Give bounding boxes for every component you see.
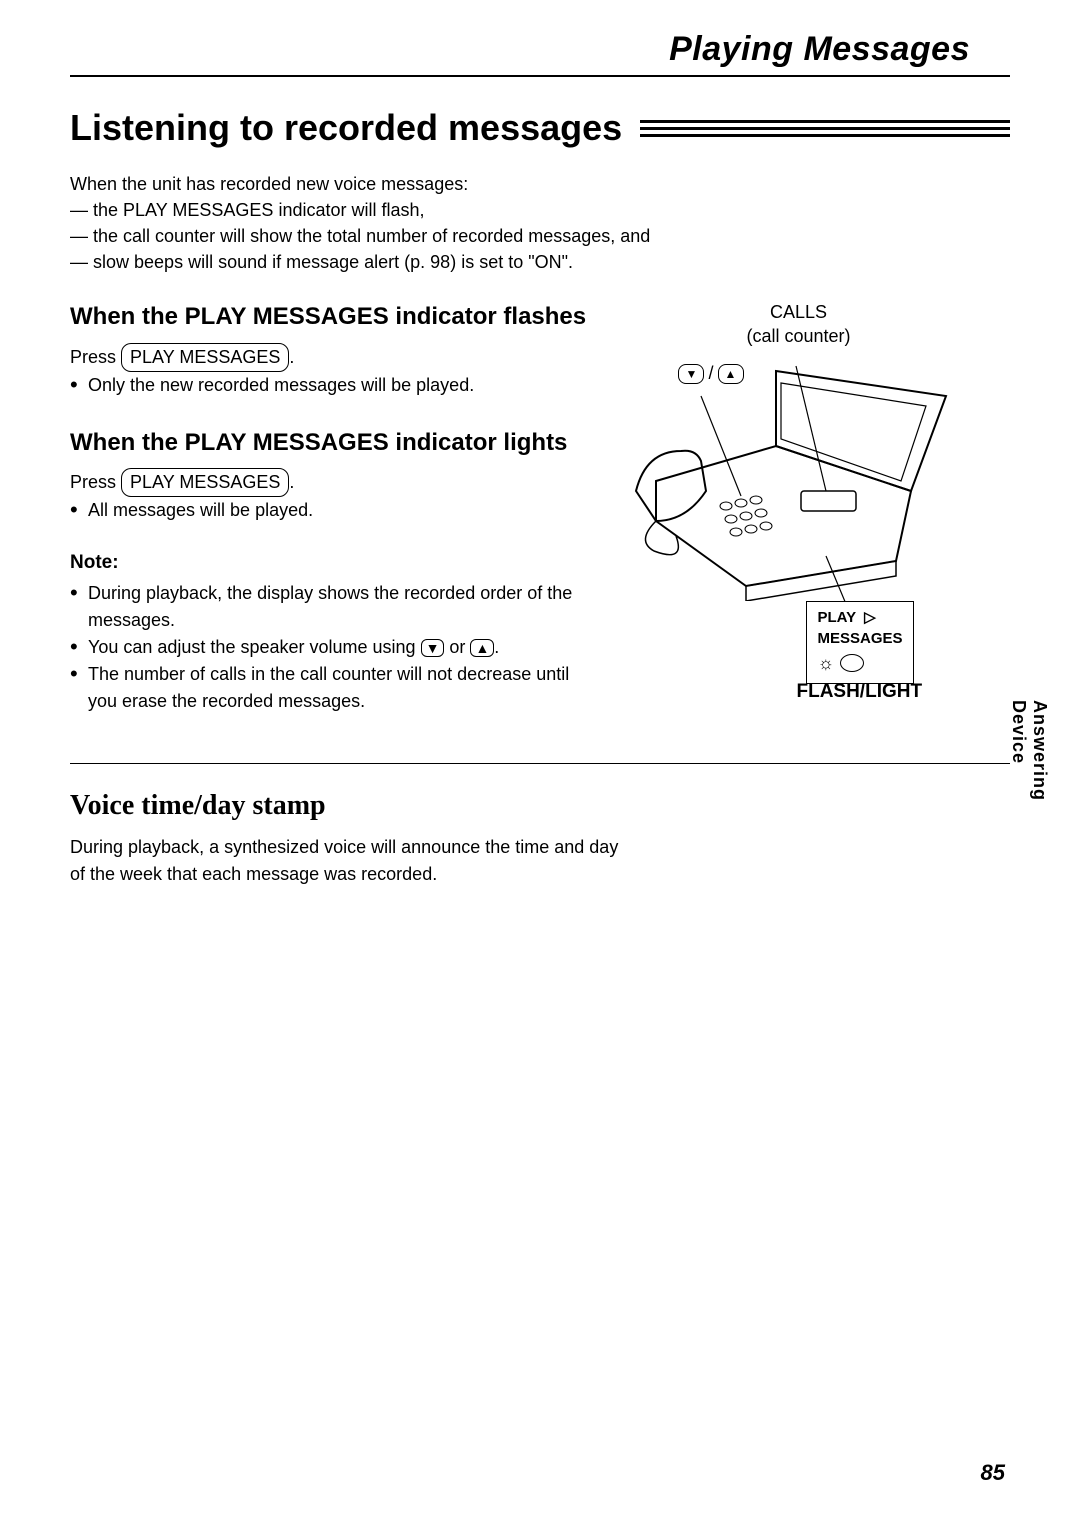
bullet-item: During playback, the display shows the r… — [70, 580, 586, 634]
light-icon: ☼ — [817, 651, 834, 675]
right-column: CALLS (call counter) ▼ / ▲ — [616, 301, 1010, 742]
main-title-row: Listening to recorded messages — [70, 107, 1010, 149]
note-bullets: During playback, the display shows the r… — [70, 580, 586, 715]
section-flash-heading: When the PLAY MESSAGES indicator flashes — [70, 301, 586, 332]
section-header: Playing Messages — [70, 30, 1010, 69]
section-light-press: Press PLAY MESSAGES. — [70, 468, 586, 497]
press-prefix: Press — [70, 472, 121, 492]
bullet-item: All messages will be played. — [70, 497, 586, 524]
section-light-heading: When the PLAY MESSAGES indicator lights — [70, 427, 586, 458]
flash-light-label: FLASH/LIGHT — [796, 681, 922, 703]
play-label: PLAY — [817, 608, 856, 628]
bullet-item: You can adjust the speaker volume using … — [70, 634, 586, 661]
play-triangle-icon: ▷ — [864, 608, 876, 628]
bullet-item: Only the new recorded messages will be p… — [70, 372, 586, 399]
volume-up-icon: ▲ — [470, 639, 494, 658]
volume-down-icon: ▼ — [421, 639, 445, 658]
messages-label: MESSAGES — [817, 629, 902, 649]
note-heading: Note: — [70, 552, 586, 574]
header-rule — [70, 75, 1010, 77]
voice-stamp-section: Voice time/day stamp During playback, a … — [70, 790, 1010, 888]
main-title: Listening to recorded messages — [70, 107, 622, 149]
voice-stamp-heading: Voice time/day stamp — [70, 790, 1010, 822]
page-number: 85 — [981, 1460, 1005, 1486]
play-messages-button-label: PLAY MESSAGES — [121, 468, 289, 497]
intro-item: the call counter will show the total num… — [70, 223, 1010, 249]
page: Playing Messages Listening to recorded m… — [0, 0, 1080, 946]
left-column: When the PLAY MESSAGES indicator flashes… — [70, 301, 586, 742]
section-flash: When the PLAY MESSAGES indicator flashes… — [70, 301, 586, 398]
section-divider — [70, 763, 1010, 764]
title-bars-icon — [640, 120, 1010, 137]
note-block: Note: During playback, the display shows… — [70, 552, 586, 715]
intro-item: the PLAY MESSAGES indicator will flash, — [70, 197, 1010, 223]
fax-machine-icon — [626, 341, 966, 601]
section-flash-press: Press PLAY MESSAGES. — [70, 343, 586, 372]
intro-block: When the unit has recorded new voice mes… — [70, 171, 1010, 275]
intro-lead: When the unit has recorded new voice mes… — [70, 171, 1010, 197]
columns: When the PLAY MESSAGES indicator flashes… — [70, 301, 1010, 742]
section-flash-bullets: Only the new recorded messages will be p… — [70, 372, 586, 399]
side-tab-line1: Answering — [1030, 700, 1050, 801]
device-diagram: CALLS (call counter) ▼ / ▲ — [616, 301, 1010, 731]
press-prefix: Press — [70, 347, 121, 367]
section-light: When the PLAY MESSAGES indicator lights … — [70, 427, 586, 524]
voice-stamp-body: During playback, a synthesized voice wil… — [70, 834, 630, 888]
play-messages-button-label: PLAY MESSAGES — [121, 343, 289, 372]
button-oval-icon — [840, 654, 864, 672]
bullet-item: The number of calls in the call counter … — [70, 661, 586, 715]
play-messages-callout: PLAY ▷ MESSAGES ☼ — [806, 601, 913, 684]
intro-item: slow beeps will sound if message alert (… — [70, 249, 1010, 275]
calls-label-line1: CALLS — [746, 301, 850, 324]
side-tab: Answering Device — [1008, 700, 1050, 801]
side-tab-line2: Device — [1009, 700, 1029, 764]
section-light-bullets: All messages will be played. — [70, 497, 586, 524]
